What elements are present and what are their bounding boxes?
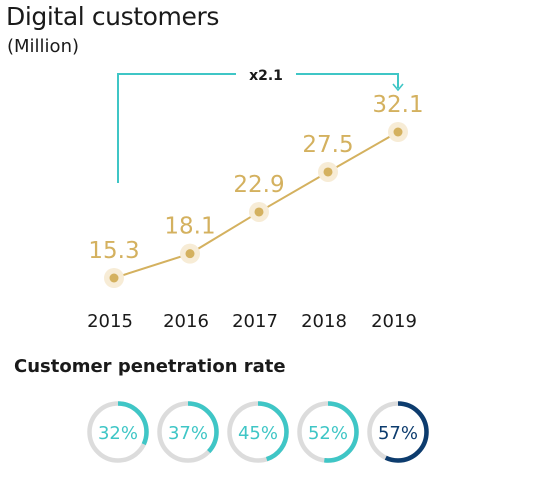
growth-arrow-icon <box>392 83 404 92</box>
gauge-arc <box>297 401 359 463</box>
gauge-arc <box>227 401 289 463</box>
gauge-label: 52% <box>308 423 348 444</box>
gauge-track <box>227 401 289 463</box>
gauge-track <box>87 401 149 463</box>
growth-annotation-label: x2.1 <box>249 68 283 84</box>
data-label: 18.1 <box>164 214 215 240</box>
gauge-track <box>297 401 359 463</box>
gauge-arc <box>87 401 149 463</box>
chart-title: Digital customers <box>6 2 219 31</box>
gauge-label: 45% <box>238 423 278 444</box>
data-label: 32.1 <box>372 92 423 118</box>
data-label: 27.5 <box>302 132 353 158</box>
x-tick-label: 2015 <box>87 311 133 332</box>
x-tick-label: 2016 <box>163 311 209 332</box>
gauge-label: 32% <box>98 423 138 444</box>
digital-customers-line-chart: x2.1 15.3 2015 18.1 2016 22.9 2017 27.5 2018 32.1… <box>87 68 424 332</box>
gauge-track <box>157 401 219 463</box>
data-point <box>393 127 403 137</box>
penetration-rate-title: Customer penetration rate <box>14 356 286 377</box>
chart-subtitle: (Million) <box>7 36 79 57</box>
gauge-arc <box>367 401 429 463</box>
data-point <box>185 249 195 259</box>
x-tick-label: 2017 <box>232 311 278 332</box>
data-point <box>109 273 119 283</box>
data-label: 15.3 <box>88 238 139 264</box>
gauge-label: 37% <box>168 423 208 444</box>
gauge-track <box>367 401 429 463</box>
growth-bracket-left <box>117 73 236 183</box>
x-tick-label: 2018 <box>301 311 347 332</box>
data-point <box>254 207 264 217</box>
data-label: 22.9 <box>233 172 284 198</box>
gauge-label: 57% <box>378 423 418 444</box>
data-point <box>323 167 333 177</box>
growth-bracket-right <box>296 73 399 88</box>
gauge-arc <box>157 401 219 463</box>
x-tick-label: 2019 <box>371 311 417 332</box>
